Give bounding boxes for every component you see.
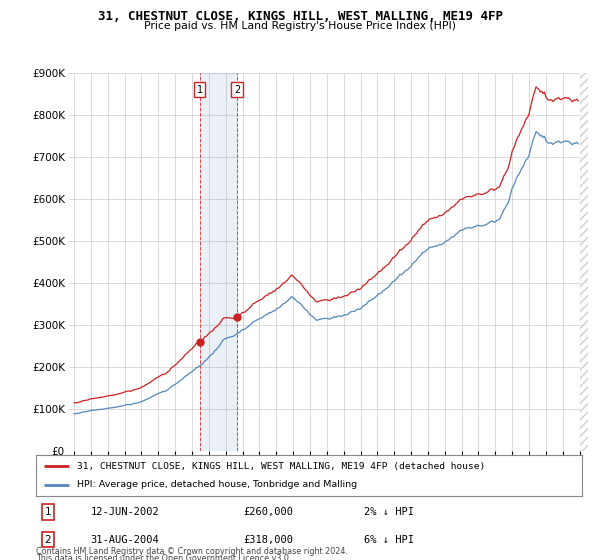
Text: 1: 1 — [197, 85, 203, 95]
Text: £260,000: £260,000 — [244, 507, 293, 517]
Text: 2: 2 — [234, 85, 240, 95]
Text: 6% ↓ HPI: 6% ↓ HPI — [364, 535, 413, 544]
Text: 2% ↓ HPI: 2% ↓ HPI — [364, 507, 413, 517]
Text: 31, CHESTNUT CLOSE, KINGS HILL, WEST MALLING, ME19 4FP (detached house): 31, CHESTNUT CLOSE, KINGS HILL, WEST MAL… — [77, 461, 485, 470]
Point — [232, 312, 242, 321]
Text: HPI: Average price, detached house, Tonbridge and Malling: HPI: Average price, detached house, Tonb… — [77, 480, 357, 489]
Text: 1: 1 — [44, 507, 52, 517]
Text: 31, CHESTNUT CLOSE, KINGS HILL, WEST MALLING, ME19 4FP: 31, CHESTNUT CLOSE, KINGS HILL, WEST MAL… — [97, 10, 503, 23]
Text: 31-AUG-2004: 31-AUG-2004 — [91, 535, 160, 544]
Text: Price paid vs. HM Land Registry's House Price Index (HPI): Price paid vs. HM Land Registry's House … — [144, 21, 456, 31]
Text: Contains HM Land Registry data © Crown copyright and database right 2024.: Contains HM Land Registry data © Crown c… — [36, 547, 348, 556]
Bar — [200, 73, 237, 451]
Text: £318,000: £318,000 — [244, 535, 293, 544]
Text: 12-JUN-2002: 12-JUN-2002 — [91, 507, 160, 517]
Point — [195, 337, 205, 346]
Text: This data is licensed under the Open Government Licence v3.0.: This data is licensed under the Open Gov… — [36, 554, 292, 560]
Text: 2: 2 — [44, 535, 52, 544]
